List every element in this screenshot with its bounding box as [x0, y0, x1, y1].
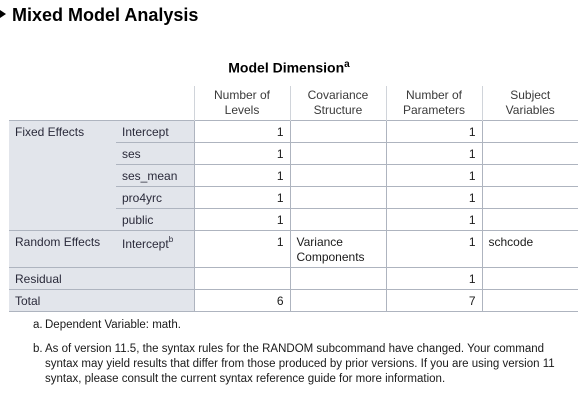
cell-covariance [289, 208, 386, 231]
cell-subject [481, 186, 578, 209]
row-label: ses_mean [116, 164, 194, 187]
footnote-text: As of version 11.5, the syntax rules for… [45, 343, 555, 385]
cell-levels: 1 [193, 142, 290, 165]
cell-levels: 1 [193, 186, 290, 209]
row-label: pro4yrc [116, 186, 194, 209]
footnote-b: b. As of version 11.5, the syntax rules … [33, 342, 563, 387]
row-label-residual: Residual [9, 267, 194, 290]
cell-levels: 1 [193, 208, 290, 231]
random-term-text: Intercept [122, 237, 169, 251]
table-row: ses 1 1 [9, 142, 578, 165]
table-title-footnote: a [344, 59, 350, 70]
collapse-arrow-icon[interactable] [0, 10, 6, 19]
row-label: Interceptb [116, 230, 194, 268]
table-title-text: Model Dimension [228, 59, 345, 76]
cell-params: 1 [385, 120, 482, 143]
row-label: public [116, 208, 194, 231]
row-group-random-effects: Random Effects [9, 230, 116, 268]
table-row: Random Effects Interceptb 1 Variance Comp… [9, 230, 578, 268]
cell-levels [193, 267, 290, 290]
col-header-levels: Number of Levels [193, 86, 290, 121]
corner-cell [9, 86, 194, 121]
table-row: public 1 1 [9, 208, 578, 231]
cell-params: 1 [385, 267, 482, 290]
table-title: Model Dimensiona [0, 59, 578, 76]
cell-subject [481, 208, 578, 231]
table-row: Fixed Effects Intercept 1 1 [9, 120, 578, 231]
table-row: ses_mean 1 1 [9, 164, 578, 187]
table-footnotes: a. Dependent Variable: math. b. As of ve… [33, 318, 563, 396]
cell-covariance [289, 120, 386, 143]
model-dimension-table[interactable]: Number of Levels Covariance Structure Nu… [9, 86, 578, 312]
cell-subject [481, 289, 578, 312]
covariance-line-2: Components [296, 250, 365, 264]
cell-subject [481, 142, 578, 165]
cell-levels: 6 [193, 289, 290, 312]
cell-params: 1 [385, 186, 482, 209]
footnote-label: a. [33, 319, 43, 331]
table-row: Residual 1 [9, 267, 578, 290]
cell-covariance [289, 289, 386, 312]
cell-params: 1 [385, 164, 482, 187]
cell-levels: 1 [193, 230, 290, 268]
col-header-subject: Subject Variables [481, 86, 578, 121]
table-row: pro4yrc 1 1 [9, 186, 578, 209]
cell-subject [481, 164, 578, 187]
cell-covariance [289, 142, 386, 165]
cell-covariance [289, 186, 386, 209]
cell-params: 1 [385, 208, 482, 231]
footnote-a: a. Dependent Variable: math. [33, 318, 563, 333]
random-term-footnote: b [168, 235, 174, 244]
row-group-fixed-effects: Fixed Effects [9, 120, 116, 231]
cell-covariance: Variance Components [289, 230, 386, 268]
row-label-total: Total [9, 289, 194, 312]
covariance-line-1: Variance [296, 235, 343, 249]
column-header-row: Number of Levels Covariance Structure Nu… [9, 86, 578, 121]
table-row: Total 6 7 [9, 289, 578, 312]
cell-params: 1 [385, 230, 482, 268]
col-header-covariance: Covariance Structure [289, 86, 386, 121]
cell-levels: 1 [193, 164, 290, 187]
heading-text: Mixed Model Analysis [12, 5, 199, 25]
cell-subject: schcode [481, 230, 578, 268]
footnote-label: b. [33, 343, 43, 355]
cell-levels: 1 [193, 120, 290, 143]
cell-covariance [289, 267, 386, 290]
row-label: ses [116, 142, 194, 165]
cell-params: 7 [385, 289, 482, 312]
row-label: Intercept [116, 120, 194, 143]
output-heading: Mixed Model Analysis [0, 5, 198, 26]
cell-params: 1 [385, 142, 482, 165]
col-header-parameters: Number of Parameters [385, 86, 482, 121]
footnote-text: Dependent Variable: math. [45, 319, 181, 331]
cell-subject [481, 120, 578, 143]
cell-subject [481, 267, 578, 290]
cell-covariance [289, 164, 386, 187]
